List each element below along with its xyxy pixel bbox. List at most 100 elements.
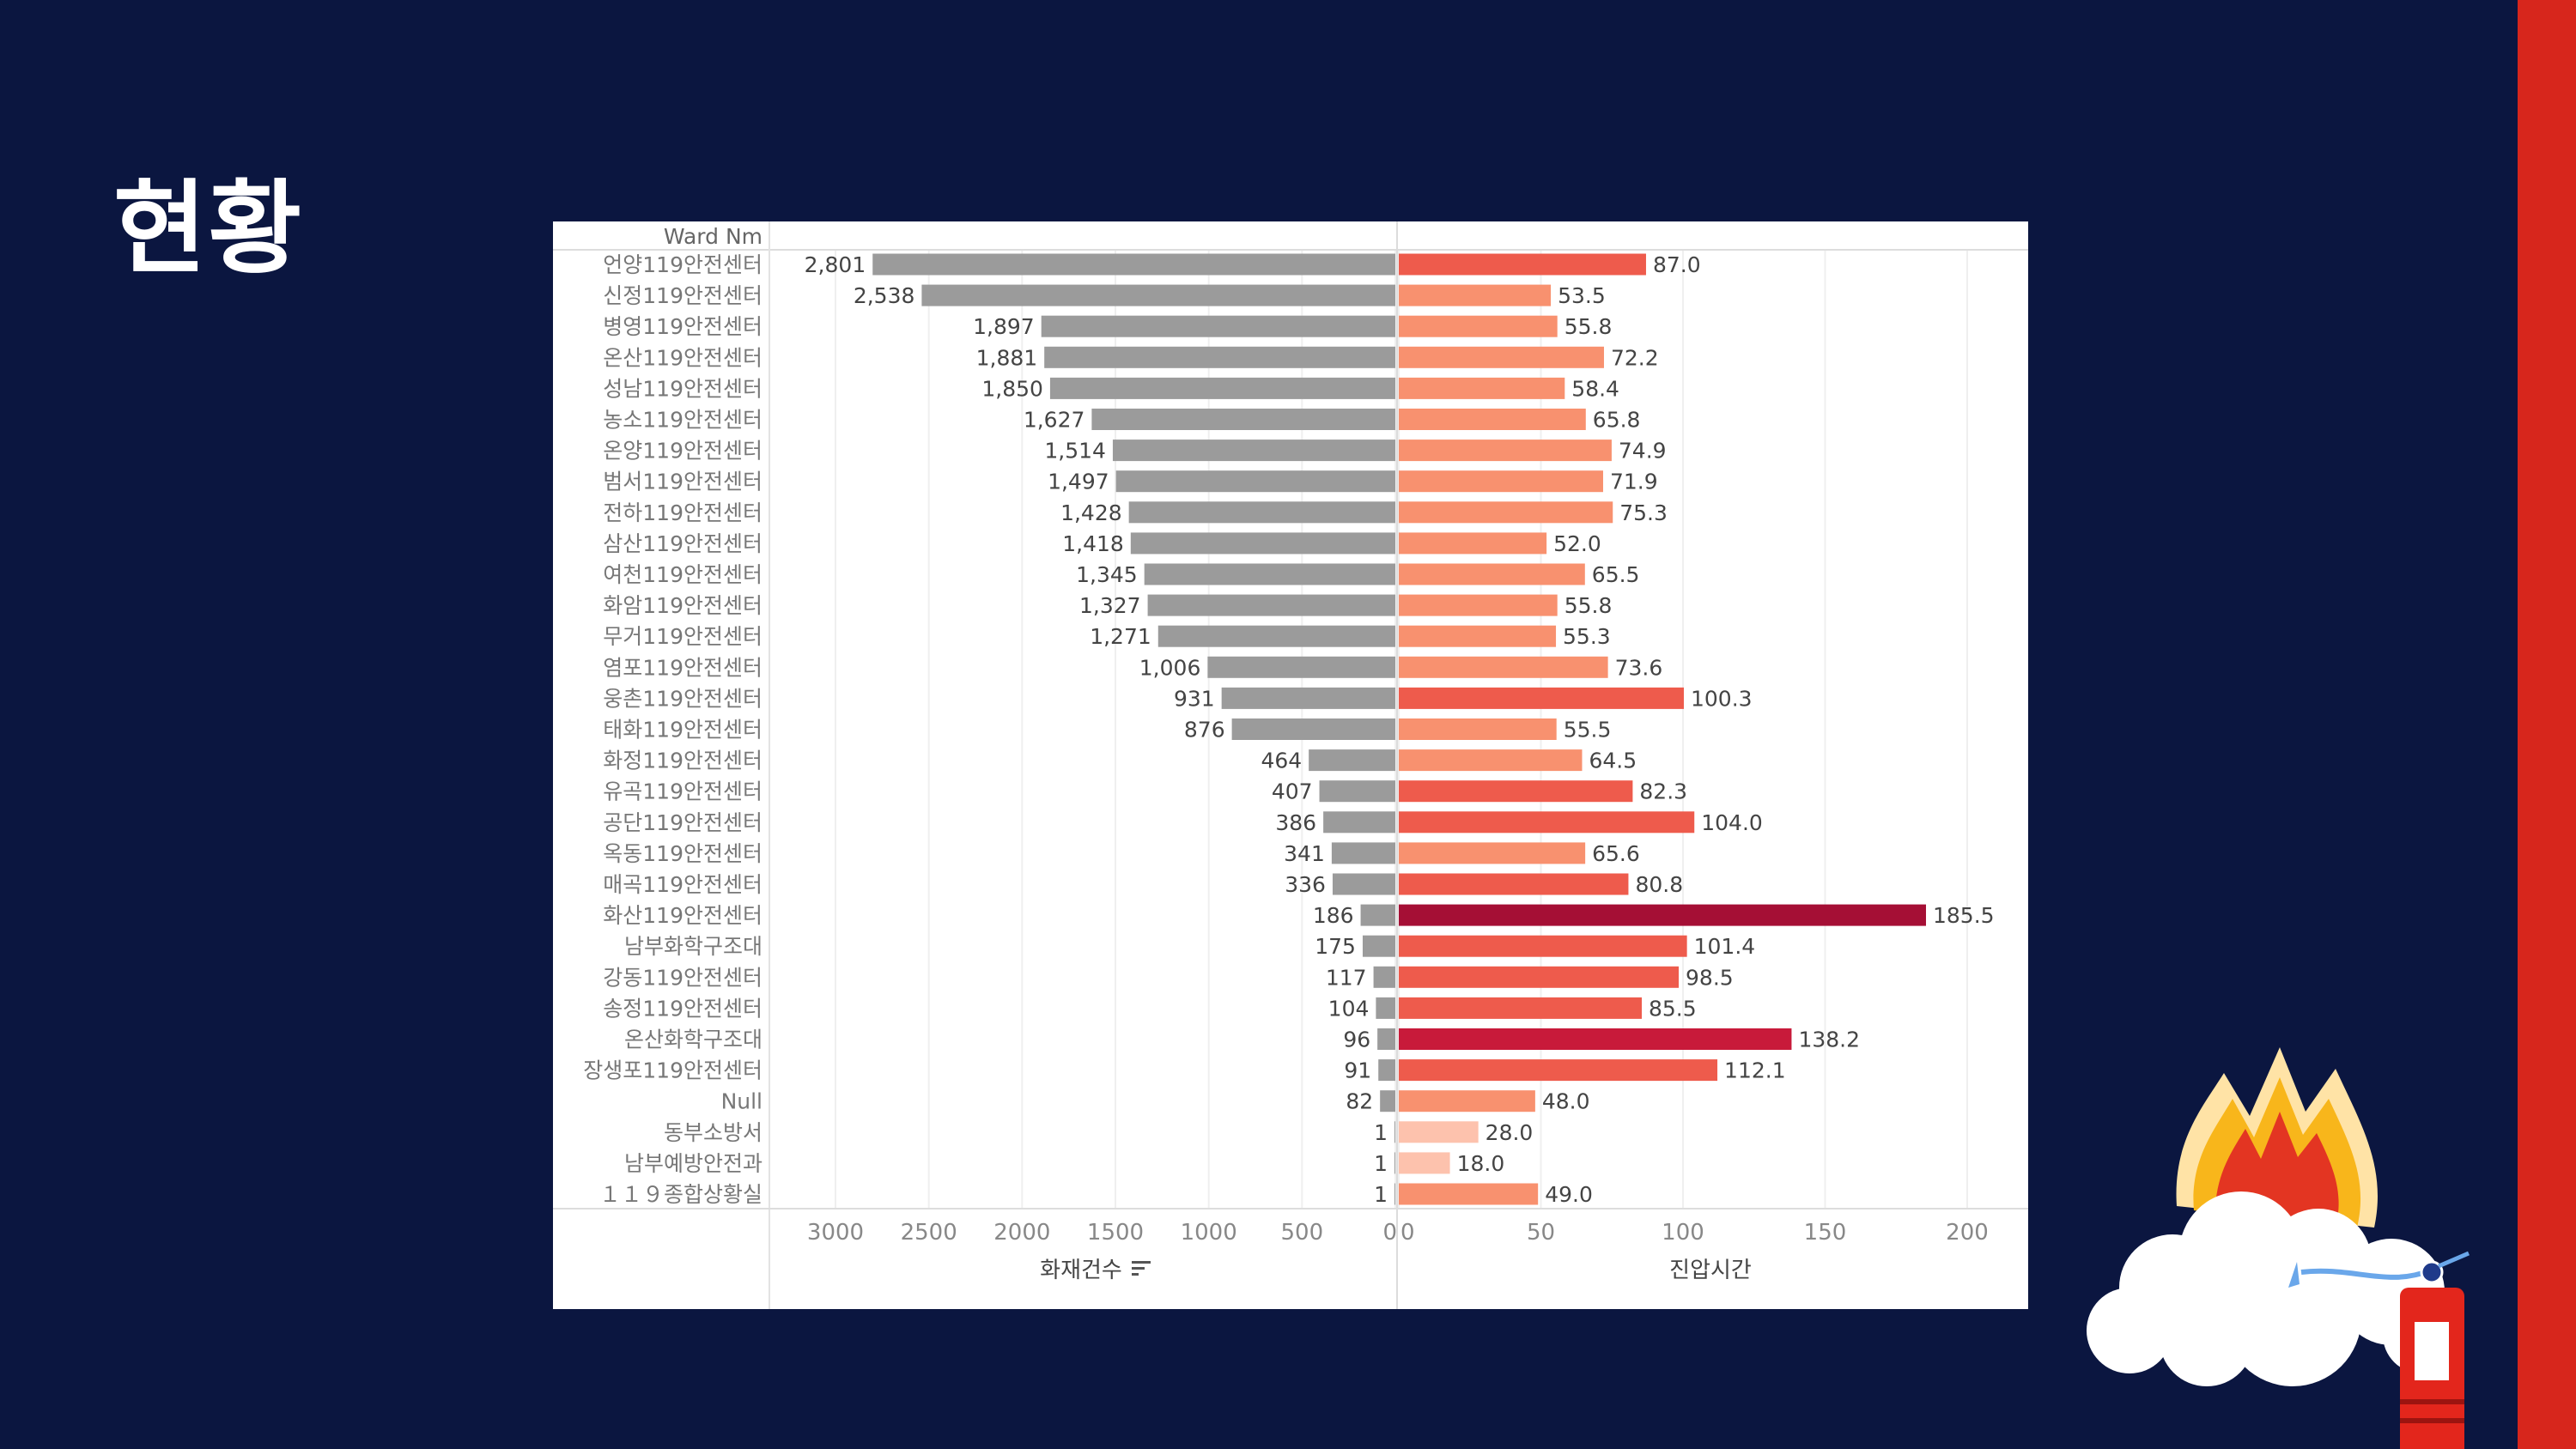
right-bar-value: 82.3	[1639, 779, 1687, 804]
category-label: 유곡119안전센터	[603, 779, 762, 804]
chart-panel: Ward Nm 언양119안전센터 2,801 87.0 신정119안전센터 2,538…	[553, 221, 2028, 1309]
left-bar	[1376, 997, 1395, 1019]
category-label: 언양119안전센터	[603, 252, 762, 277]
right-bar-value: 58.4	[1571, 376, 1619, 401]
left-bar-value: 1,271	[1090, 624, 1151, 649]
left-bar	[1332, 873, 1395, 895]
category-label: 장생포119안전센터	[583, 1058, 762, 1083]
left-bar	[872, 253, 1395, 276]
left-bar	[1394, 1183, 1395, 1205]
right-bar-value: 75.3	[1619, 500, 1668, 525]
right-bar-value: 52.0	[1553, 531, 1601, 556]
left-bar-value: 1,881	[976, 345, 1038, 370]
category-label: 매곡119안전센터	[603, 872, 762, 897]
right-bar-value: 55.8	[1564, 593, 1613, 618]
left-bar-value: 1	[1374, 1182, 1388, 1207]
category-label: 농소119안전센터	[603, 408, 762, 433]
fire-icon	[2176, 1047, 2378, 1228]
right-bar-value: 74.9	[1619, 439, 1667, 464]
right-bar	[1399, 409, 1586, 430]
category-label: 삼산119안전센터	[603, 531, 762, 556]
left-bar	[1128, 501, 1395, 524]
category-label: Null	[721, 1089, 762, 1114]
right-bar-value: 64.5	[1589, 749, 1637, 773]
left-bar-value: 1	[1374, 1151, 1388, 1176]
left-bar	[1394, 1152, 1395, 1174]
right-bar-value: 65.8	[1593, 408, 1641, 433]
category-label: 온양119안전센터	[603, 439, 762, 464]
right-bar	[1399, 780, 1633, 803]
left-bar-value: 876	[1184, 718, 1225, 743]
left-bar	[1360, 904, 1395, 926]
category-label: 남부예방안전과	[624, 1151, 762, 1176]
left-bar	[1377, 1028, 1395, 1050]
right-bar-value: 72.2	[1611, 345, 1659, 370]
right-bar	[1399, 1028, 1792, 1050]
left-bar-value: 1,627	[1024, 408, 1085, 433]
sort-descending-icon[interactable]	[1132, 1261, 1151, 1276]
right-bar-value: 87.0	[1653, 252, 1701, 277]
category-label: 무거119안전센터	[603, 624, 762, 649]
right-bar-value: 98.5	[1686, 965, 1734, 990]
left-axis-tick: 0	[1382, 1220, 1397, 1246]
category-label: 화산119안전센터	[603, 903, 762, 928]
left-bar	[1380, 1090, 1395, 1113]
left-bar-value: 341	[1284, 841, 1325, 866]
left-bar-value: 91	[1344, 1058, 1371, 1083]
category-label: 남부화학구조대	[624, 934, 762, 959]
right-bar	[1399, 811, 1695, 834]
left-bar	[1362, 935, 1395, 957]
left-bar-value: 1,428	[1060, 500, 1122, 525]
right-bar	[1399, 904, 1927, 926]
right-bar-value: 73.6	[1615, 655, 1663, 680]
category-label: 범서119안전센터	[603, 470, 762, 494]
category-label: 온산화학구조대	[624, 1028, 762, 1052]
right-bar	[1399, 966, 1680, 988]
category-label: 동부소방서	[664, 1120, 762, 1145]
right-axis-tick: 200	[1946, 1220, 1989, 1246]
left-bar-value: 1	[1374, 1120, 1388, 1145]
left-bar	[1378, 1059, 1395, 1082]
left-bar-value: 1,850	[981, 376, 1043, 401]
left-bar-value: 96	[1343, 1028, 1370, 1052]
right-bar	[1399, 997, 1643, 1019]
left-bar	[1319, 780, 1395, 803]
chart-axes: 3000 2500 2000 1500 1000 500 0 0 50 100 150 200	[807, 1220, 1989, 1246]
right-bar	[1399, 346, 1604, 368]
right-bar	[1399, 501, 1613, 524]
left-axis-title: 화재건수	[1040, 1258, 1122, 1283]
right-bar-value: 138.2	[1798, 1028, 1860, 1052]
right-bar-value: 65.6	[1592, 841, 1640, 866]
left-axis-tick: 1000	[1181, 1220, 1237, 1246]
left-bar	[1373, 966, 1395, 988]
category-label: 공단119안전센터	[603, 810, 762, 835]
right-bar-value: 48.0	[1542, 1089, 1590, 1114]
right-axis-tick: 0	[1400, 1220, 1415, 1246]
right-bar	[1399, 315, 1558, 337]
left-bar	[1049, 377, 1395, 399]
left-bar-value: 1,897	[973, 314, 1035, 339]
right-bar	[1399, 749, 1583, 772]
right-axis-tick: 150	[1804, 1220, 1847, 1246]
left-bar	[1112, 440, 1395, 462]
right-bar	[1399, 687, 1684, 709]
fire-extinguisher-icon	[2288, 1251, 2470, 1449]
left-bar-value: 1,006	[1139, 655, 1201, 680]
right-bar	[1399, 718, 1557, 740]
left-bar-value: 82	[1346, 1089, 1373, 1114]
category-label: 전하119안전센터	[603, 500, 762, 525]
right-bar-value: 71.9	[1610, 470, 1658, 494]
right-bar	[1399, 1059, 1718, 1082]
right-bar	[1399, 532, 1547, 555]
right-bar	[1399, 873, 1629, 895]
category-label: 송정119안전센터	[603, 996, 762, 1021]
category-label: 성남119안전센터	[603, 376, 762, 401]
left-bar-value: 2,538	[854, 283, 915, 308]
left-bar	[1144, 563, 1395, 585]
right-axis-tick: 50	[1527, 1220, 1555, 1246]
left-axis-tick: 2000	[993, 1220, 1050, 1246]
left-bar-value: 175	[1315, 934, 1356, 959]
category-label: 화암119안전센터	[603, 593, 762, 618]
right-bar	[1399, 1090, 1535, 1113]
chart-rows: 언양119안전센터 2,801 87.0 신정119안전센터 2,538 53.5 병영11…	[583, 252, 1994, 1207]
